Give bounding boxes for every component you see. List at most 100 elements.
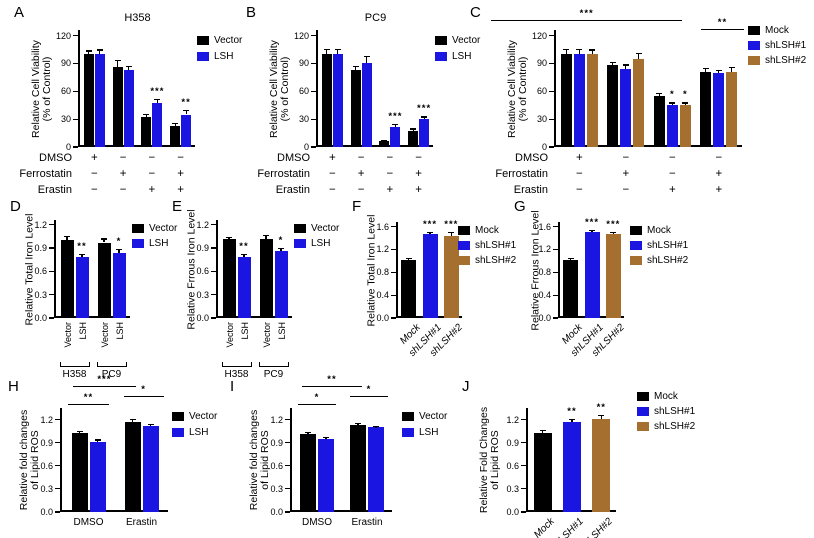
- legend-swatch: [458, 241, 470, 250]
- group-label: H358: [224, 369, 249, 380]
- error-bar-cap: [589, 230, 595, 232]
- y-tick-mark: [73, 90, 78, 92]
- plot-area: [316, 30, 433, 147]
- y-tick-mark: [553, 271, 558, 273]
- bar-mock: [401, 260, 417, 318]
- bar-vector: [97, 242, 111, 318]
- error-bar-cap: [598, 414, 605, 416]
- treatment-sign: +: [715, 168, 723, 180]
- y-tick-label: 0: [65, 142, 71, 152]
- error-bar-cap: [405, 258, 412, 260]
- bar-shlsh2: [592, 418, 611, 512]
- treatment-row-label: Erastin: [275, 184, 310, 196]
- bar-lsh: [123, 69, 134, 147]
- legend-label: Mock: [654, 390, 678, 402]
- legend-swatch: [172, 428, 184, 437]
- bar-vector: [141, 117, 152, 147]
- y-tick-mark: [285, 511, 290, 513]
- group-label: PC9: [101, 369, 122, 380]
- error-bar: [81, 255, 83, 257]
- treatment-sign: −: [386, 152, 394, 164]
- y-tick-label: 0.6: [40, 460, 53, 471]
- significance-stars: ***: [606, 218, 621, 230]
- error-bar-cap: [421, 116, 428, 118]
- bar-vector: [83, 54, 94, 147]
- y-tick-label: 0.4: [538, 290, 551, 301]
- y-tick-label: 0: [303, 142, 309, 152]
- bar-vector: [112, 67, 123, 147]
- legend-label: LSH: [214, 50, 234, 62]
- bar-vector: [259, 239, 273, 318]
- bar-vector: [71, 433, 88, 512]
- error-bar: [625, 65, 627, 69]
- y-tick-label: 1.2: [376, 244, 389, 255]
- error-bar: [228, 237, 230, 240]
- y-tick-mark: [211, 247, 216, 249]
- y-tick-mark: [553, 317, 558, 319]
- treatment-sign: −: [575, 168, 583, 180]
- error-bar: [96, 440, 99, 442]
- error-bar-cap: [334, 48, 341, 50]
- significance-line: [123, 396, 164, 398]
- bar-lsh: [94, 54, 105, 147]
- legend-swatch: [748, 26, 760, 35]
- panel-label-D: D: [10, 198, 21, 215]
- significance-line: [298, 404, 336, 406]
- y-tick-label: 1.2: [538, 244, 551, 255]
- plot-area: [60, 408, 168, 512]
- error-bar: [307, 432, 309, 435]
- y-tick-label: 0.0: [538, 313, 551, 323]
- x-tick-label: Mock: [531, 516, 557, 538]
- y-tick-label: 120: [293, 30, 309, 41]
- significance-stars: *: [278, 234, 284, 246]
- treatment-sign: −: [622, 152, 630, 164]
- y-tick-mark: [549, 90, 554, 92]
- bar-shlsh1: [422, 234, 438, 318]
- treatment-sign: −: [329, 168, 336, 180]
- y-tick-label: 0.4: [376, 290, 389, 301]
- error-bar: [375, 426, 377, 428]
- bar-vector: [60, 240, 74, 318]
- error-bar: [149, 424, 152, 426]
- y-tick-mark: [311, 35, 316, 37]
- x-tick-label: DMSO: [73, 517, 104, 528]
- error-bar-cap: [715, 69, 722, 72]
- bar-lsh: [332, 54, 343, 147]
- significance-line: [701, 29, 744, 31]
- treatment-sign: +: [119, 168, 127, 180]
- y-tick-mark: [55, 465, 60, 467]
- error-bar: [66, 237, 68, 241]
- error-bar-cap: [610, 231, 617, 234]
- treatment-sign: −: [575, 184, 583, 196]
- error-bar-cap: [576, 48, 583, 50]
- y-tick-mark: [211, 317, 216, 319]
- y-tick-label: 120: [55, 30, 71, 41]
- significance-line: [302, 386, 362, 388]
- legend-label: Vector: [311, 222, 340, 234]
- bar-lsh: [75, 256, 89, 318]
- y-tick-mark: [391, 226, 396, 228]
- legend-swatch: [630, 226, 642, 235]
- legend-label: LSH: [419, 426, 439, 438]
- y-tick-mark: [521, 419, 526, 421]
- y-tick-mark: [211, 270, 216, 272]
- error-bar: [591, 231, 593, 233]
- treatment-sign: −: [177, 152, 184, 164]
- x-tick-label: LSH: [78, 322, 88, 340]
- y-tick-label: 60: [298, 86, 309, 97]
- error-bar-cap: [241, 254, 247, 256]
- error-bar: [280, 248, 282, 252]
- y-tick-label: 0.3: [270, 483, 283, 494]
- error-bar: [578, 49, 580, 55]
- legend-swatch: [458, 256, 470, 265]
- error-bar-cap: [635, 53, 642, 55]
- treatment-row-label: DMSO: [39, 152, 72, 164]
- error-bar: [118, 249, 120, 253]
- y-tick-label: 90: [298, 58, 309, 69]
- significance-line: [68, 404, 109, 406]
- error-bar-cap: [96, 49, 103, 51]
- legend-label: shLSH#2: [475, 254, 517, 266]
- bar-vector: [300, 434, 316, 512]
- plot-area: [554, 30, 742, 147]
- y-tick-label: 0.9: [34, 243, 47, 253]
